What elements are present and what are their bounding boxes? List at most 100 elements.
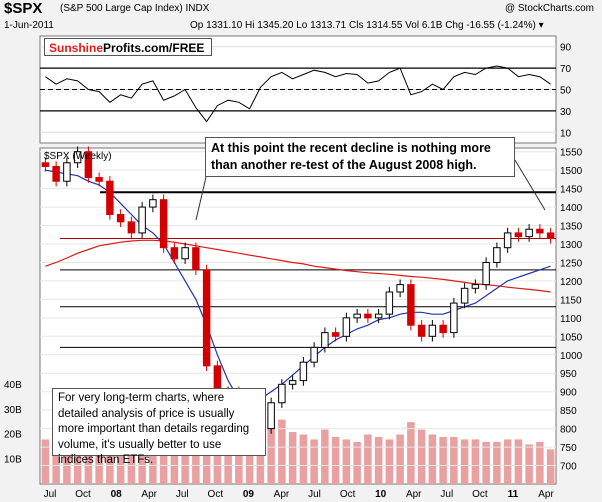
x-tick-label: Jul [440,489,453,500]
price-candle-body [321,332,329,348]
price-candle-body [493,247,501,263]
price-tick-label: 850 [560,406,577,417]
price-candle-body [288,380,297,385]
annotation-pointer [514,159,546,211]
price-candle-body [192,247,200,271]
rsi-line [45,65,551,123]
volume-bar [396,434,404,484]
price-tick-label: 1550 [560,148,583,159]
x-tick-label: Apr [274,489,290,500]
brand-part-1: Sunshine [49,41,104,55]
price-candle-body [310,346,318,363]
price-tick-label: 950 [560,369,577,380]
volume-bar [493,441,501,484]
rsi-tick-label: 30 [560,107,572,118]
volume-bar [181,436,189,484]
x-tick-label: Jul [308,489,321,500]
price-candle-body [106,180,114,215]
volume-tick-label: 20B [4,430,22,441]
price-candle-body [331,332,340,337]
volume-bar [63,441,71,484]
volume-bar [364,434,372,484]
price-candle-body [482,261,490,286]
price-tick-label: 1200 [560,277,583,288]
price-candle-body [450,302,458,334]
price-candle-body [385,291,394,315]
price-tick-label: 1250 [560,258,583,269]
price-candle-body [278,383,286,404]
price-candle-body [407,284,415,326]
x-tick-label: Oct [208,489,224,500]
volume-bar [439,436,447,484]
price-tick-label: 750 [560,443,577,454]
x-tick-label: Apr [538,489,554,500]
price-candle-body [63,162,71,182]
volume-bar [331,436,340,484]
volume-bar [353,441,361,484]
rsi-tick-label: 10 [560,128,572,139]
x-tick-label: Apr [406,489,422,500]
price-candle-body [417,324,426,337]
price-candle-body [428,324,437,337]
price-candle-body [73,151,82,164]
volume-bar [159,432,168,484]
price-candle-body [353,313,361,319]
rsi-tick-label: 50 [560,86,572,97]
x-tick-label: Apr [141,489,157,500]
chart-date: 1-Jun-2011 [4,20,54,31]
x-tick-label: 09 [243,489,255,500]
volume-bar [73,432,82,484]
price-candle-body [396,284,404,293]
price-candle-body [95,177,103,182]
volume-bar [546,449,555,484]
volume-bar [450,436,458,484]
x-tick-label: 10 [375,489,387,500]
moving-average-slow [45,239,551,293]
volume-bar [278,419,286,484]
volume-tick-label: 30B [4,405,22,416]
price-candle-body [471,284,480,289]
brand-part-2: Profits.com/FREE [103,41,205,55]
price-candle-body [52,165,60,182]
ohlc-summary: Op 1331.10 Hi 1345.20 Lo 1313.71 Cls 131… [190,20,544,31]
annotation-top: At this point the recent decline is noth… [205,137,515,177]
volume-bar [299,434,308,484]
brand-logo[interactable]: SunshineProfits.com/FREE [44,38,212,56]
volume-bar [374,436,383,484]
x-tick-label: Jul [176,489,189,500]
price-candle-body [525,228,533,238]
price-tick-label: 1400 [560,203,583,214]
volume-bar [503,439,512,484]
price-candle-body [514,232,523,238]
ticker-symbol: $SPX [4,0,43,17]
price-candle-body [202,269,211,367]
price-candle-body [364,313,372,319]
price-candle-body [127,221,136,234]
price-candle-body [149,199,157,208]
x-axis: Jul Oct 08 Apr Jul Oct 09 Apr Jul Oct 10 Apr Jul Oct 1… [44,489,555,500]
price-panel-title: $SPX (Weekly) [44,151,112,162]
volume-bar [149,434,157,484]
volume-bar [116,429,125,484]
rsi-tick-label: 90 [560,43,572,54]
volume-bar [342,439,351,484]
price-candle-body [181,247,189,260]
volume-bar [428,434,437,484]
x-tick-label: Oct [472,489,488,500]
volume-bar [52,434,60,484]
volume-bar [536,441,544,484]
x-tick-label: Jul [44,489,57,500]
volume-tick-label: 40B [4,380,22,391]
volume-bar [471,439,480,484]
volume-bar [482,441,490,484]
price-tick-label: 700 [560,462,577,473]
price-candle-body [536,228,544,234]
price-candle-body [159,199,168,249]
volume-bar [41,439,50,484]
volume-bar [460,439,469,484]
price-tick-label: 1450 [560,185,583,196]
price-tick-label: 1000 [560,351,583,362]
price-candle-body [267,402,275,430]
volume-bar [385,439,394,484]
price-candle-body [170,247,179,260]
